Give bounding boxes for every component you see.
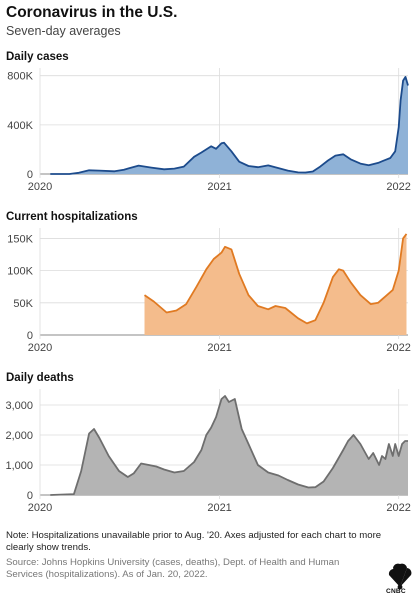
y-tick-label: 100K bbox=[7, 266, 33, 278]
x-tick-label: 2020 bbox=[28, 181, 52, 193]
chart-title: Daily deaths bbox=[6, 372, 74, 384]
y-tick-label: 0 bbox=[27, 330, 33, 342]
series-area bbox=[50, 396, 409, 495]
x-tick-label: 2021 bbox=[207, 181, 231, 193]
y-tick-label: 400K bbox=[7, 120, 33, 132]
x-tick-label: 2022 bbox=[386, 502, 410, 514]
x-tick-label: 2022 bbox=[386, 181, 410, 193]
page-subtitle: Seven-day averages bbox=[6, 24, 121, 38]
x-tick-label: 2021 bbox=[207, 502, 231, 514]
y-tick-label: 800K bbox=[7, 71, 33, 83]
y-tick-label: 1,000 bbox=[5, 460, 33, 472]
x-tick-label: 2020 bbox=[28, 342, 52, 354]
footnote: Note: Hospitalizations unavailable prior… bbox=[6, 530, 382, 553]
y-tick-label: 0 bbox=[27, 169, 33, 181]
y-tick-label: 50K bbox=[13, 298, 33, 310]
y-tick-label: 2,000 bbox=[5, 430, 33, 442]
series-area bbox=[50, 76, 409, 174]
series-line bbox=[50, 76, 409, 175]
series-line bbox=[143, 233, 408, 325]
y-tick-label: 3,000 bbox=[5, 400, 33, 412]
y-tick-label: 150K bbox=[7, 233, 33, 245]
x-tick-label: 2022 bbox=[386, 342, 410, 354]
x-tick-label: 2021 bbox=[207, 342, 231, 354]
page-title: Coronavirus in the U.S. bbox=[6, 4, 178, 21]
series-line bbox=[50, 395, 408, 496]
x-tick-label: 2020 bbox=[28, 502, 52, 514]
series-area bbox=[144, 233, 407, 335]
peacock-logo-icon bbox=[388, 563, 412, 590]
source-note: Source: Johns Hopkins University (cases,… bbox=[6, 557, 340, 580]
charts-svg: Daily cases 0 400K 800K 2020 2021 2022 Current … bbox=[5, 51, 410, 514]
logo-wordmark: CNBC bbox=[386, 588, 406, 595]
y-tick-label: 0 bbox=[27, 490, 33, 502]
chart-title: Current hospitalizations bbox=[6, 211, 138, 223]
chart-title: Daily cases bbox=[6, 51, 69, 63]
